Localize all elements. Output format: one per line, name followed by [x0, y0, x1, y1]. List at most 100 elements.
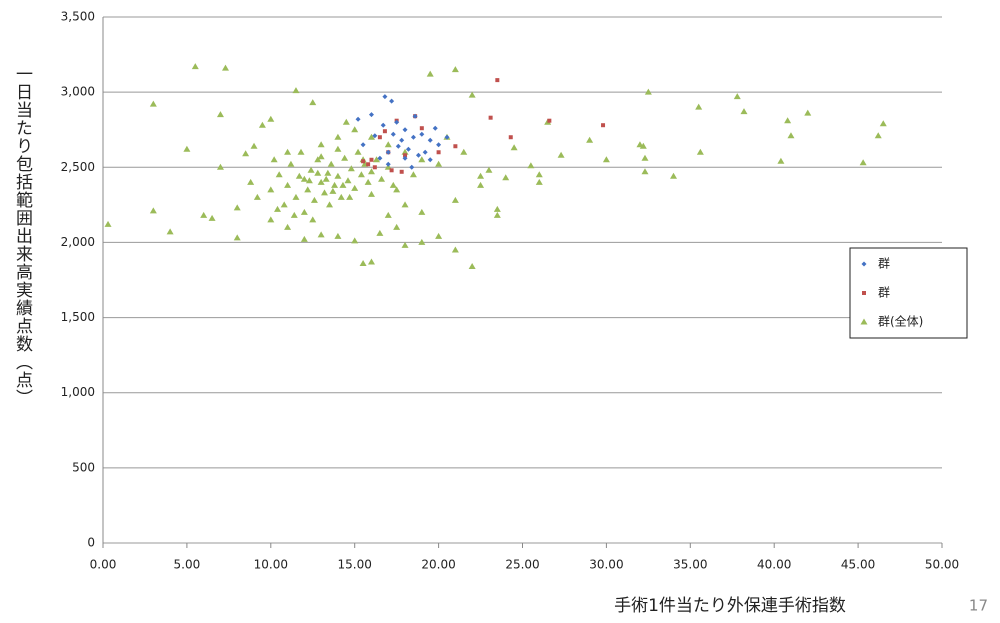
point — [366, 162, 371, 167]
point — [275, 171, 283, 178]
point — [221, 64, 229, 71]
point — [422, 149, 428, 155]
point — [355, 116, 361, 122]
point — [290, 211, 298, 218]
point — [270, 156, 278, 163]
point — [357, 171, 365, 178]
point — [320, 189, 328, 196]
point — [216, 163, 224, 170]
point — [535, 171, 543, 178]
point — [385, 161, 391, 167]
point — [493, 211, 501, 218]
point — [346, 193, 354, 200]
x-tick-label: 20.00 — [421, 558, 455, 572]
point — [267, 115, 275, 122]
point — [300, 235, 308, 242]
point — [641, 154, 649, 161]
x-tick-label: 35.00 — [673, 558, 707, 572]
point — [435, 160, 443, 167]
point — [460, 148, 468, 155]
point — [419, 131, 425, 137]
point — [418, 238, 426, 245]
point — [804, 109, 812, 116]
point — [436, 142, 442, 148]
point — [384, 163, 392, 170]
point — [696, 148, 704, 155]
point — [242, 150, 250, 157]
point — [402, 155, 408, 161]
point — [258, 121, 266, 128]
point — [309, 99, 317, 106]
point — [305, 177, 313, 184]
point — [418, 208, 426, 215]
point — [292, 87, 300, 94]
point — [314, 156, 322, 163]
point — [468, 262, 476, 269]
point — [309, 216, 317, 223]
point — [351, 126, 359, 133]
x-tick-label: 15.00 — [338, 558, 372, 572]
point — [451, 66, 459, 73]
legend-marker — [861, 261, 867, 267]
legend-marker — [860, 318, 868, 325]
point — [380, 122, 386, 128]
x-tick-label: 0.00 — [90, 558, 117, 572]
point — [432, 125, 438, 131]
legend-label: 群 — [878, 286, 890, 300]
point — [354, 148, 362, 155]
y-tick-label: 2,500 — [61, 160, 95, 174]
point — [477, 172, 485, 179]
point — [493, 205, 501, 212]
point — [216, 111, 224, 118]
point — [412, 113, 418, 119]
point — [324, 169, 332, 176]
point — [547, 118, 552, 123]
point — [419, 126, 424, 131]
point — [777, 157, 785, 164]
point — [334, 172, 342, 179]
point — [427, 157, 433, 163]
point — [373, 156, 381, 163]
point — [314, 169, 322, 176]
point — [510, 144, 518, 151]
point — [401, 148, 409, 155]
point — [274, 205, 282, 212]
x-tick-label: 50.00 — [925, 558, 959, 572]
point — [405, 146, 411, 152]
y-tick-label: 0 — [87, 536, 95, 550]
point — [393, 186, 401, 193]
point — [468, 91, 476, 98]
point — [304, 186, 312, 193]
x-axis-label: 手術1件当たり外保連手術指数 — [614, 596, 846, 616]
y-tick-label: 500 — [72, 460, 95, 474]
point — [295, 172, 303, 179]
point — [351, 184, 359, 191]
x-tick-label: 25.00 — [505, 558, 539, 572]
point — [586, 136, 594, 143]
point — [403, 153, 408, 158]
point — [784, 117, 792, 124]
legend-label: 群(全体) — [878, 314, 923, 329]
point — [334, 232, 342, 239]
point — [104, 220, 112, 227]
point — [740, 108, 748, 115]
point — [369, 157, 374, 162]
point — [384, 211, 392, 218]
point — [307, 166, 315, 173]
point — [444, 134, 450, 140]
point — [331, 181, 339, 188]
point — [341, 154, 349, 161]
y-tick-label: 1,500 — [61, 310, 95, 324]
point — [292, 193, 300, 200]
point — [183, 145, 191, 152]
y-tick-label: 1,000 — [61, 385, 95, 399]
point — [644, 88, 652, 95]
point — [859, 159, 867, 166]
point — [382, 94, 388, 100]
point — [410, 134, 416, 140]
point — [191, 63, 199, 70]
point — [339, 181, 347, 188]
point — [367, 168, 375, 175]
point — [253, 193, 261, 200]
point — [233, 204, 241, 211]
